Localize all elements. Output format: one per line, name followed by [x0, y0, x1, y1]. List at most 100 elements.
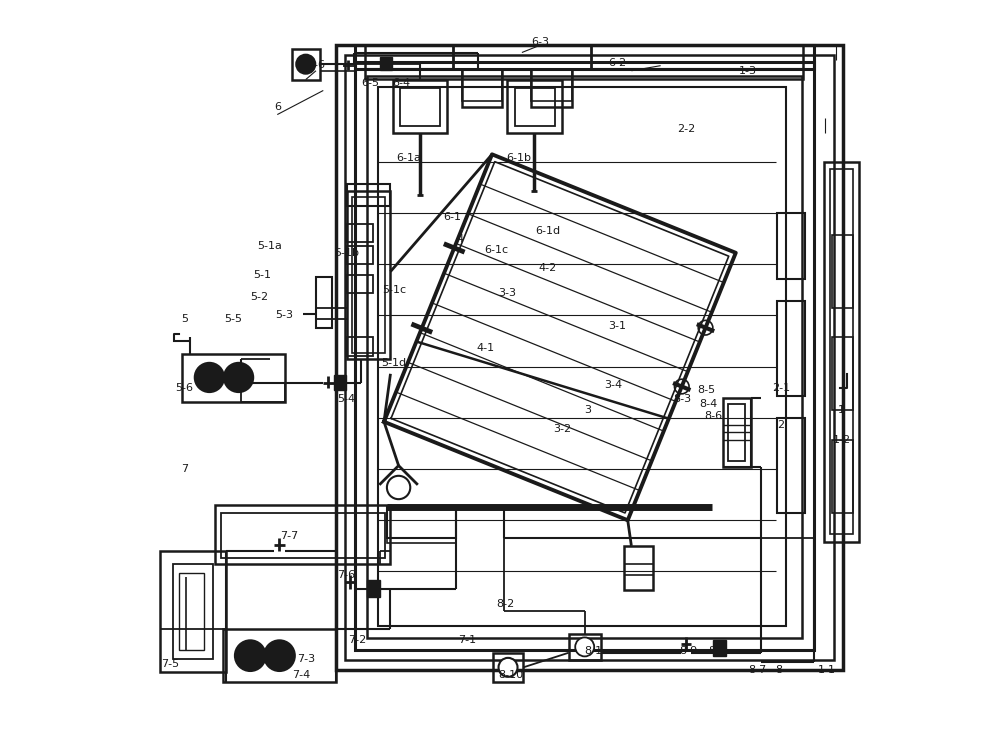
Bar: [830, 169, 853, 534]
Text: 6-4: 6-4: [392, 78, 410, 88]
Text: 5-1d: 5-1d: [382, 358, 407, 368]
Bar: [347, 275, 373, 293]
Text: 7-2: 7-2: [348, 636, 367, 645]
Text: 2: 2: [778, 420, 785, 430]
Text: 7-5: 7-5: [161, 660, 179, 669]
Text: 7-3: 7-3: [297, 654, 316, 663]
Text: 5-3: 5-3: [276, 310, 294, 320]
Text: 6-1: 6-1: [444, 212, 462, 222]
Bar: [182, 354, 285, 402]
Bar: [367, 76, 802, 638]
Bar: [215, 505, 390, 564]
Bar: [352, 197, 385, 353]
Text: 7-4: 7-4: [292, 670, 311, 679]
Circle shape: [499, 658, 518, 677]
Text: 4-1: 4-1: [476, 343, 494, 353]
Bar: [507, 80, 562, 133]
Bar: [777, 301, 805, 396]
Text: 5-2: 5-2: [250, 292, 268, 302]
Text: 6-6: 6-6: [307, 60, 325, 70]
Text: 5-4: 5-4: [338, 394, 356, 405]
Text: 3-3: 3-3: [498, 289, 516, 298]
Bar: [777, 418, 805, 512]
Bar: [777, 213, 805, 279]
Bar: [462, 69, 502, 107]
Bar: [453, 45, 591, 69]
Circle shape: [195, 363, 224, 392]
Bar: [355, 62, 814, 650]
Bar: [393, 80, 447, 133]
Text: 8: 8: [775, 665, 783, 674]
Circle shape: [264, 641, 295, 671]
Bar: [347, 184, 390, 206]
Text: 1-1: 1-1: [818, 665, 836, 674]
Text: 3-4: 3-4: [604, 380, 622, 390]
Bar: [347, 191, 390, 359]
Text: 6-1d: 6-1d: [535, 226, 560, 237]
Text: 8-7: 8-7: [748, 665, 766, 674]
Bar: [723, 398, 751, 467]
Bar: [365, 45, 803, 78]
Text: 6: 6: [274, 103, 281, 112]
Bar: [347, 224, 373, 243]
Text: 8-9: 8-9: [679, 647, 698, 656]
Text: 3: 3: [584, 405, 591, 416]
Text: 6-1c: 6-1c: [484, 245, 508, 254]
Bar: [380, 57, 392, 70]
Text: 1-2: 1-2: [833, 435, 851, 444]
Text: 5-1b: 5-1b: [334, 248, 359, 258]
Text: 2-2: 2-2: [677, 124, 695, 134]
Text: 4-2: 4-2: [538, 263, 557, 273]
Bar: [400, 87, 440, 125]
Bar: [223, 630, 336, 682]
Text: 8-5: 8-5: [697, 385, 715, 395]
Bar: [728, 405, 745, 462]
Bar: [292, 49, 320, 79]
Text: 7-6: 7-6: [338, 570, 356, 580]
Bar: [531, 69, 572, 101]
Text: 5-6: 5-6: [176, 383, 194, 394]
Text: 2-1: 2-1: [772, 383, 790, 394]
Text: 6-1a: 6-1a: [396, 153, 421, 163]
Circle shape: [235, 641, 266, 671]
Bar: [160, 551, 226, 671]
Text: 6-2: 6-2: [608, 59, 626, 68]
Bar: [347, 246, 373, 265]
Bar: [387, 507, 456, 538]
Text: 8-3: 8-3: [673, 394, 692, 405]
Text: 6-3: 6-3: [531, 37, 549, 47]
Bar: [624, 546, 653, 589]
Bar: [832, 440, 853, 512]
Bar: [713, 640, 726, 655]
Text: 1-3: 1-3: [739, 66, 757, 75]
Text: 7: 7: [181, 464, 188, 474]
Bar: [347, 337, 373, 356]
Text: 4: 4: [456, 234, 463, 243]
Text: 3-2: 3-2: [553, 424, 571, 433]
Bar: [832, 337, 853, 410]
Bar: [515, 87, 555, 125]
Bar: [345, 55, 834, 660]
Bar: [832, 235, 853, 308]
Text: 8-8: 8-8: [708, 647, 727, 656]
Text: 6-5: 6-5: [361, 78, 379, 88]
Bar: [462, 69, 502, 101]
Text: 5-1: 5-1: [254, 270, 272, 280]
Bar: [531, 69, 572, 107]
Text: 7-1: 7-1: [458, 636, 476, 645]
Circle shape: [296, 55, 315, 74]
Bar: [493, 653, 523, 682]
Bar: [378, 86, 786, 626]
Circle shape: [224, 363, 253, 392]
Bar: [387, 507, 456, 543]
Text: 8-4: 8-4: [699, 399, 717, 410]
Bar: [316, 276, 332, 328]
Bar: [569, 635, 601, 660]
Text: 8-10: 8-10: [498, 670, 524, 679]
Bar: [221, 512, 385, 558]
Text: 5-1a: 5-1a: [258, 241, 282, 251]
Bar: [355, 45, 814, 69]
Text: 1: 1: [838, 405, 845, 416]
Bar: [179, 573, 204, 650]
Bar: [336, 45, 843, 669]
